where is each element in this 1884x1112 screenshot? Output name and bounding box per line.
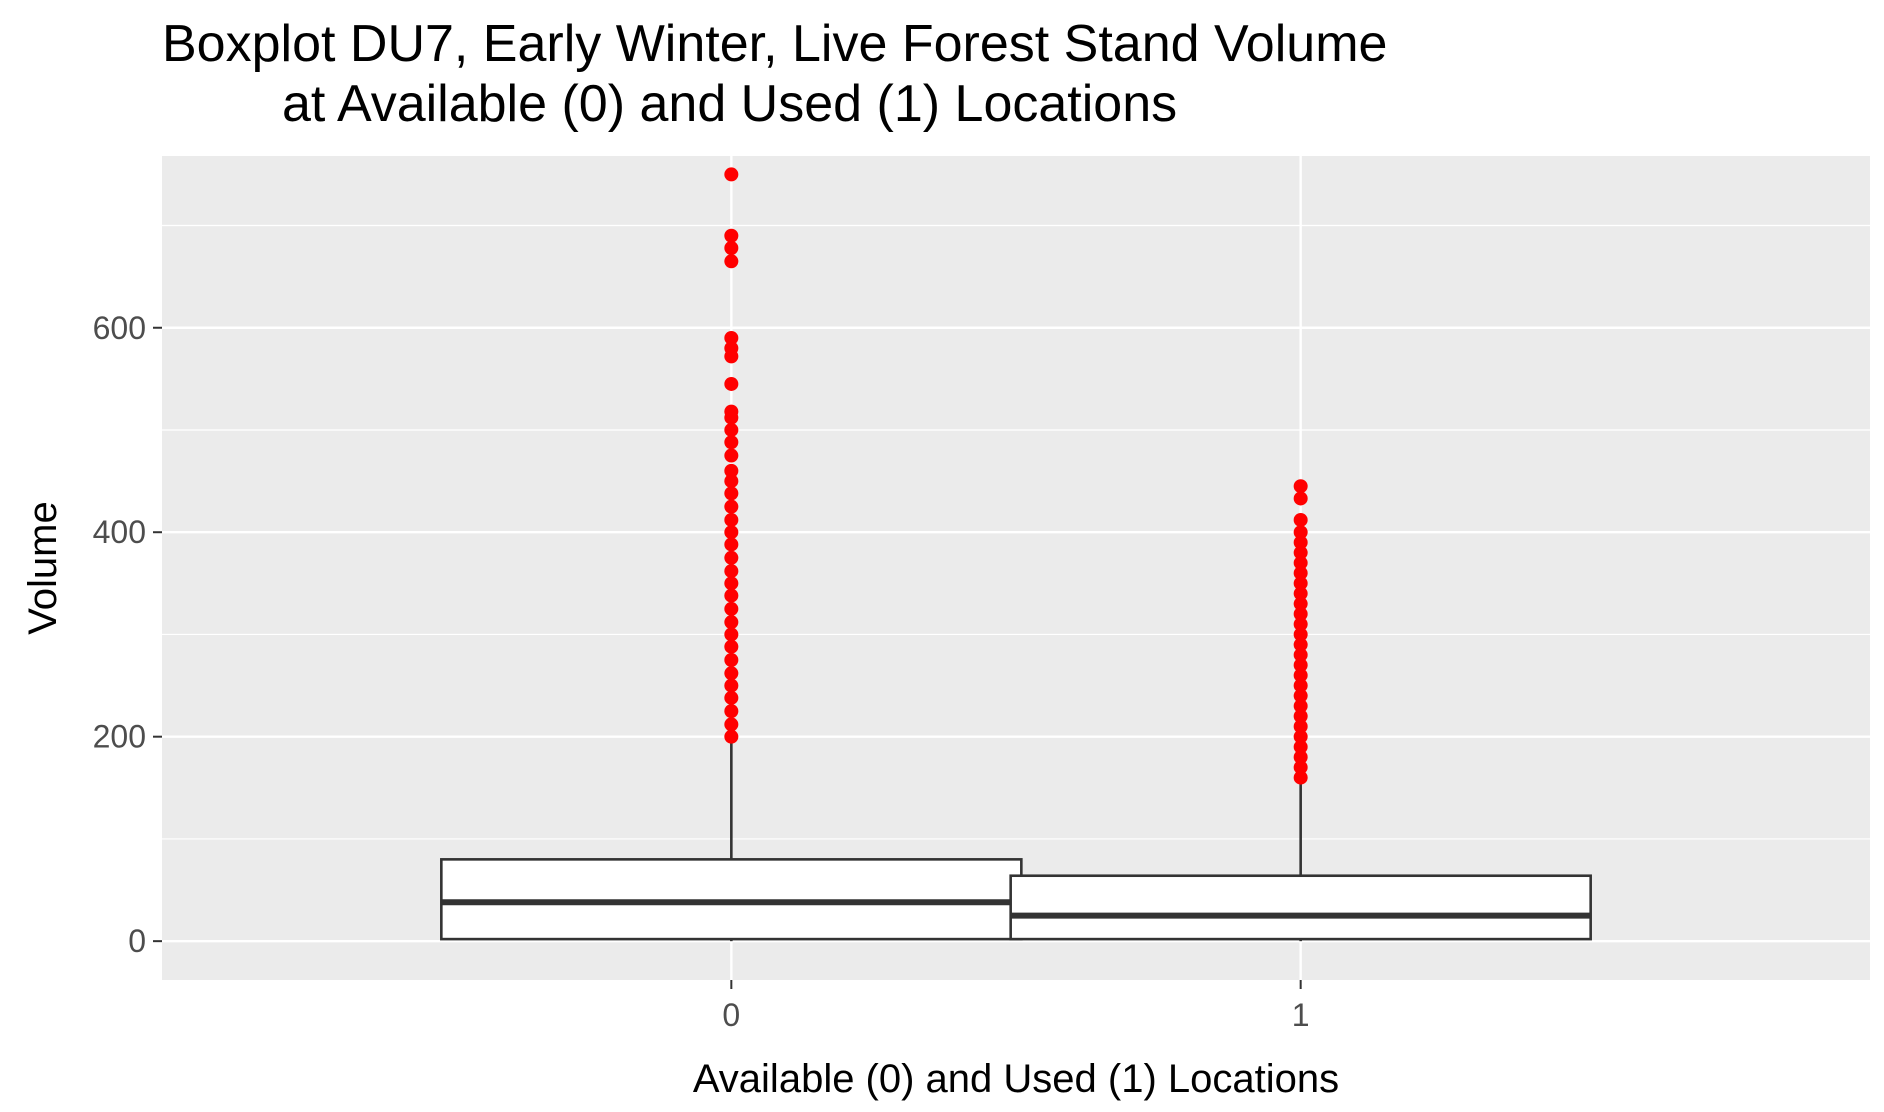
outlier-point xyxy=(1293,586,1308,601)
outlier-point xyxy=(1293,719,1308,734)
x-tick-label: 0 xyxy=(722,997,740,1033)
outlier-point xyxy=(1293,760,1308,775)
outlier-point xyxy=(724,601,739,616)
outlier-point xyxy=(1293,658,1308,673)
outlier-point xyxy=(1293,617,1308,632)
outlier-point xyxy=(1293,512,1308,527)
outlier-point xyxy=(1293,555,1308,570)
outlier-point xyxy=(724,639,739,654)
outlier-point xyxy=(724,564,739,579)
y-axis: 0 200 400 600 xyxy=(93,310,162,959)
outlier-point xyxy=(1293,607,1308,622)
outlier-point xyxy=(1293,770,1308,785)
outlier-point xyxy=(1293,709,1308,724)
outlier-point xyxy=(1293,750,1308,765)
outlier-point xyxy=(724,576,739,591)
outlier-point xyxy=(1293,678,1308,693)
outlier-point xyxy=(724,341,739,356)
outlier-point xyxy=(724,404,739,419)
box-1 xyxy=(1009,780,1592,942)
outlier-point xyxy=(724,627,739,642)
outliers-layer xyxy=(724,167,1308,785)
outlier-point xyxy=(1293,491,1308,506)
outlier-point xyxy=(724,512,739,527)
y-axis-title: Volume xyxy=(21,501,65,634)
grid-major xyxy=(162,156,1870,980)
y-tick-label: 400 xyxy=(93,514,146,550)
outlier-point xyxy=(724,499,739,514)
outlier-point xyxy=(1293,596,1308,611)
outlier-point xyxy=(1293,699,1308,714)
outlier-point xyxy=(1293,627,1308,642)
outlier-point xyxy=(724,690,739,705)
plot-panel xyxy=(162,156,1870,980)
outlier-point xyxy=(1293,545,1308,560)
outlier-point xyxy=(1293,576,1308,591)
outlier-point xyxy=(1293,566,1308,581)
y-tick-label: 200 xyxy=(93,719,146,755)
outlier-point xyxy=(1293,729,1308,744)
x-tick-label: 1 xyxy=(1292,997,1310,1033)
box-iqr xyxy=(440,858,1023,941)
outlier-point xyxy=(724,228,739,243)
box-iqr xyxy=(1009,874,1592,941)
outlier-point xyxy=(724,254,739,269)
outlier-point xyxy=(724,167,739,182)
outlier-point xyxy=(724,588,739,603)
outlier-point xyxy=(724,666,739,681)
outlier-point xyxy=(724,653,739,668)
outlier-point xyxy=(724,717,739,732)
outlier-point xyxy=(724,537,739,552)
y-tick-label: 600 xyxy=(93,310,146,346)
outlier-point xyxy=(724,550,739,565)
outlier-point xyxy=(1293,739,1308,754)
boxes-layer xyxy=(440,739,1592,942)
chart-title: Boxplot DU7, Early Winter, Live Forest S… xyxy=(162,15,1388,73)
outlier-point xyxy=(1293,647,1308,662)
x-axis-title: Available (0) and Used (1) Locations xyxy=(693,1057,1339,1101)
box-0 xyxy=(440,739,1023,942)
outlier-point xyxy=(1293,688,1308,703)
chart-subtitle: at Available (0) and Used (1) Locations xyxy=(282,75,1178,133)
outlier-point xyxy=(724,376,739,391)
outlier-point xyxy=(724,422,739,437)
outlier-point xyxy=(724,729,739,744)
y-tick-label: 0 xyxy=(128,923,146,959)
outlier-point xyxy=(724,463,739,478)
outlier-point xyxy=(1293,479,1308,494)
outlier-point xyxy=(724,474,739,489)
outlier-point xyxy=(724,678,739,693)
outlier-point xyxy=(724,486,739,501)
outlier-point xyxy=(724,615,739,630)
outlier-point xyxy=(724,704,739,719)
outlier-point xyxy=(1293,668,1308,683)
grid-minor xyxy=(162,224,1870,840)
outlier-point xyxy=(724,435,739,450)
outlier-point xyxy=(724,241,739,256)
outlier-point xyxy=(1293,637,1308,652)
outlier-point xyxy=(1293,535,1308,550)
outlier-point xyxy=(724,448,739,463)
outlier-point xyxy=(724,525,739,540)
outlier-point xyxy=(1293,525,1308,540)
outlier-point xyxy=(724,330,739,345)
